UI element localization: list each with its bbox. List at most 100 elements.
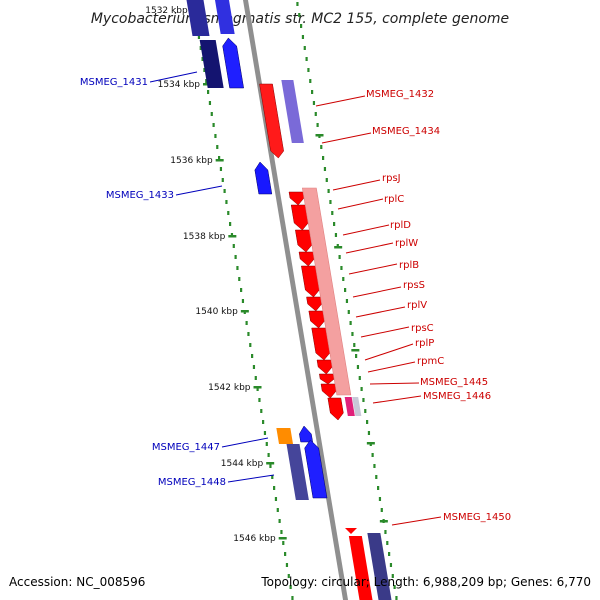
left-track-dot [199, 46, 202, 50]
ribosomal-gene-arrow [320, 383, 337, 399]
forward-leader-line [348, 263, 398, 275]
left-track-dot [223, 189, 226, 193]
reverse-gene-label-msmeg-1448: MSMEG_1448 [158, 477, 226, 488]
left-track-dot [218, 156, 221, 160]
gene-features [186, 0, 392, 600]
right-track-dot [298, 13, 301, 17]
left-track-dot [229, 222, 232, 226]
left-track-dot [234, 255, 237, 259]
genome-backbone [243, 0, 349, 600]
gene-1450-arrow [348, 536, 373, 600]
forward-leader-line [372, 395, 422, 404]
forward-leader-line [342, 224, 390, 236]
track-tick [351, 349, 360, 352]
forward-gene-label-rplb: rplB [399, 260, 419, 271]
reverse-gene-label-msmeg-1431: MSMEG_1431 [80, 77, 148, 88]
left-track-dot [203, 68, 206, 72]
track-tick [334, 246, 343, 249]
left-track-dot [197, 35, 201, 39]
left-track-dot [225, 200, 228, 204]
right-track-dot [327, 189, 330, 193]
gene-1432-arrow [259, 83, 284, 159]
right-track-dot [314, 112, 317, 116]
right-track-dot [378, 497, 382, 501]
left-track-dot [201, 57, 204, 61]
forward-leader-line [391, 516, 442, 526]
forward-gene-label-rpss: rpsS [403, 280, 425, 291]
left-track-dot [285, 563, 289, 567]
left-track-dot [273, 486, 276, 490]
right-track-dot [300, 24, 303, 28]
left-track-dot [216, 145, 219, 149]
right-track-dot [334, 233, 338, 237]
left-track-dot [238, 277, 241, 281]
gene-1432-shade [281, 80, 304, 143]
forward-leader-line [332, 179, 381, 191]
right-track-dot [340, 266, 343, 270]
reverse-gene-label-msmeg-1433: MSMEG_1433 [106, 190, 174, 201]
scale-label-1540-kbp: 1540 kbp [195, 307, 238, 317]
ribosomal-gene-arrow [319, 373, 335, 385]
left-track-dot [208, 101, 212, 105]
forward-leader-line [345, 242, 394, 254]
scale-tick [228, 235, 237, 238]
scale-label-1534-kbp: 1534 kbp [158, 80, 201, 90]
left-track-dot [221, 178, 224, 182]
reverse-leader-line [175, 185, 223, 196]
right-track-dot [362, 398, 365, 402]
left-track-dot [263, 431, 267, 435]
left-track-dot [214, 134, 217, 138]
right-track-dot [356, 365, 360, 369]
left-track-dot [240, 288, 243, 292]
right-track-dot [386, 541, 389, 545]
scale-label-1538-kbp: 1538 kbp [183, 232, 226, 242]
right-track-dot [344, 288, 347, 292]
right-track-dot [373, 464, 376, 468]
forward-gene-label-rplv: rplV [407, 300, 427, 311]
gene-1450-tip [345, 528, 357, 534]
forward-gene-label-msmeg-1450: MSMEG_1450 [443, 512, 511, 523]
left-track-dot [260, 409, 263, 413]
forward-gene-label-rpld: rplD [390, 220, 411, 231]
left-track-dot [287, 574, 290, 578]
left-track-dot [245, 321, 248, 325]
right-track-dot [301, 35, 305, 39]
scale-label-1536-kbp: 1536 kbp [170, 156, 213, 166]
gene-1430-shade [186, 0, 210, 36]
forward-leader-line [315, 95, 366, 107]
left-track-dot [289, 585, 292, 589]
gene-labels: MSMEG_1432 MSMEG_1434 rpsJ rplC rplD rplW rplB… [80, 71, 511, 526]
left-track-dot [274, 497, 278, 501]
track-tick [379, 520, 388, 523]
right-track-dot [377, 486, 380, 490]
right-track-dot [380, 508, 383, 512]
forward-gene-label-msmeg-1445: MSMEG_1445 [420, 377, 488, 388]
forward-leader-line [360, 326, 410, 338]
forward-gene-label-rpsc: rpsC [411, 323, 434, 334]
left-track-dot [227, 211, 230, 215]
scale-tick [253, 386, 262, 389]
left-track-dot [232, 244, 235, 248]
left-track-dot [241, 299, 245, 303]
right-track-dot [325, 178, 328, 182]
left-track-dot [291, 596, 294, 600]
ribosomal-gene-arrow [306, 296, 322, 312]
scale-tick [203, 83, 212, 86]
left-track-dot [251, 354, 254, 358]
gene-1448-arrow [304, 439, 328, 499]
right-track-dot [307, 68, 310, 72]
forward-leader-line [369, 382, 420, 385]
left-track-dot [271, 475, 274, 479]
right-track-dot [320, 145, 323, 149]
forward-gene-label-msmeg-1432: MSMEG_1432 [366, 89, 434, 100]
right-track-dot [355, 354, 358, 358]
right-track-dot [311, 90, 314, 94]
right-track-dot [312, 101, 316, 105]
ribosomal-gene-arrow [316, 359, 333, 375]
gene-1451-shade [367, 533, 392, 600]
forward-gene-label-rpsj: rpsJ [382, 173, 401, 184]
left-track-dot [256, 387, 259, 391]
right-track-dot [329, 200, 332, 204]
right-track-dot [322, 156, 325, 160]
